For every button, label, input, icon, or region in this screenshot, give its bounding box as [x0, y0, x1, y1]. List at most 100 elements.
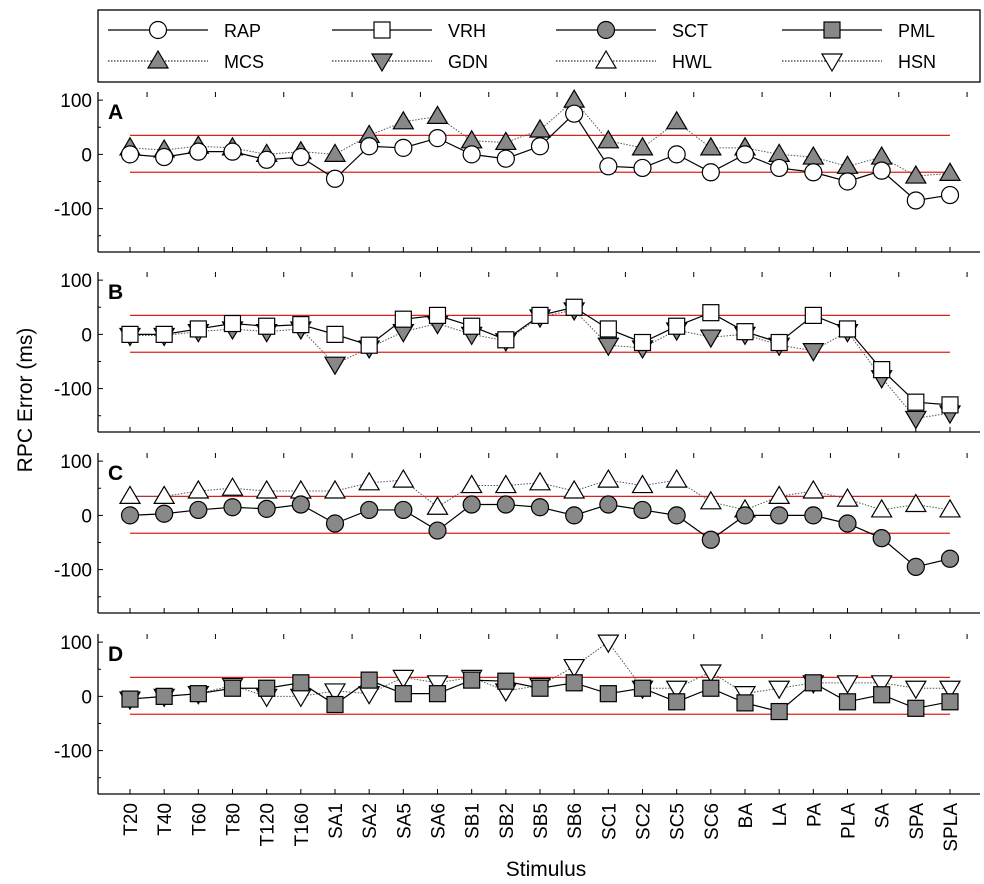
point-rap-sc6: [701, 163, 720, 182]
x-tick-label-sc6: SC6: [702, 803, 723, 840]
point-hwl-t160: [289, 479, 312, 499]
x-tick-label-sb1: SB1: [463, 803, 484, 839]
point-sct-t60: [189, 500, 208, 520]
point-pml-sa: [873, 686, 891, 704]
legend-marker-mcs: [146, 49, 170, 69]
point-hsn-sa6: [426, 675, 449, 694]
point-rap-sb6: [565, 104, 584, 123]
x-tick-label-t160: T160: [292, 803, 313, 846]
point-pml-la: [770, 702, 788, 721]
point-mcs-sc5: [665, 110, 688, 130]
point-sct-spa: [906, 557, 925, 576]
point-vrh-pla: [838, 320, 857, 338]
point-hwl-sb1: [460, 474, 483, 494]
point-vrh-spa: [907, 393, 925, 411]
point-vrh-sa6: [428, 306, 447, 324]
y-tick-label: -100: [54, 200, 92, 221]
legend-label-hsn: HSN: [898, 52, 936, 72]
point-vrh-t80: [223, 314, 242, 333]
point-pml-t120: [258, 679, 276, 697]
point-sct-sa5: [394, 500, 413, 520]
point-sct-sc5: [667, 506, 686, 525]
point-sct-t120: [257, 499, 276, 518]
point-mcs-sb5: [528, 118, 552, 138]
point-rap-sc5: [667, 145, 686, 164]
x-tick-label-t40: T40: [155, 803, 176, 836]
point-hwl-t40: [153, 485, 176, 504]
point-pml-sb5: [531, 679, 549, 697]
point-sct-sa: [872, 529, 891, 548]
point-hwl-t120: [255, 479, 278, 499]
point-hsn-la: [768, 680, 791, 700]
point-rap-sb2: [496, 149, 515, 168]
point-hwl-sc5: [665, 468, 688, 488]
point-vrh-t160: [292, 316, 310, 334]
point-vrh-t40: [155, 325, 173, 343]
x-tick-label-pa: PA: [804, 803, 825, 827]
point-rap-sa: [872, 161, 891, 180]
point-pml-sa1: [326, 695, 344, 714]
point-rap-t60: [189, 142, 208, 161]
point-sct-sb1: [462, 495, 481, 514]
point-gdn-spa: [904, 410, 927, 430]
point-sct-t80: [223, 498, 242, 517]
legend-marker-hsn: [820, 53, 844, 73]
point-hwl-la: [768, 485, 791, 504]
point-mcs-sb1: [460, 129, 483, 149]
point-hsn-sa1: [323, 683, 347, 703]
point-rap-sa5: [394, 138, 413, 157]
panel-label: B: [108, 281, 123, 304]
point-mcs-sa5: [392, 110, 415, 130]
point-rap-la: [770, 158, 789, 178]
point-vrh-pa: [804, 306, 822, 324]
legend-marker-gdn: [370, 53, 394, 73]
point-gdn-sa1: [323, 356, 347, 376]
point-vrh-sb1: [463, 317, 481, 335]
legend-label-rap: RAP: [224, 21, 261, 41]
x-tick-label-sc5: SC5: [668, 803, 689, 840]
x-tick-label-la: LA: [770, 803, 791, 827]
point-mcs-pla: [836, 155, 859, 174]
point-rap-sa1: [325, 169, 345, 188]
point-sct-t160: [291, 495, 310, 514]
panel-b: 100 0 -100 B: [54, 271, 980, 433]
point-pml-pa: [804, 674, 822, 692]
point-pml-sa5: [394, 685, 412, 703]
point-hwl-sa1: [323, 479, 347, 499]
legend-label-mcs: MCS: [224, 52, 264, 72]
point-mcs-sa: [870, 145, 893, 165]
point-rap-sc1: [599, 157, 618, 176]
point-sct-sa2: [360, 500, 379, 520]
point-pml-pla: [838, 693, 857, 711]
point-rap-t120: [257, 150, 276, 169]
point-vrh-t60: [189, 320, 207, 338]
x-tick-label-t120: T120: [258, 803, 279, 846]
point-sct-spla: [940, 549, 960, 568]
point-hwl-sa6: [426, 496, 449, 515]
x-tick-label-spa: SPA: [907, 803, 928, 840]
panel-label: C: [108, 462, 123, 485]
point-hsn-sa: [870, 675, 893, 694]
x-tick-label-sb2: SB2: [497, 803, 518, 839]
point-hwl-sa5: [392, 468, 415, 488]
point-mcs-sb2: [494, 131, 517, 151]
panel-d: 100 0 -100 D: [54, 633, 980, 795]
panel-a: 100 0 -100 A: [54, 88, 980, 253]
point-pml-sa6: [428, 685, 447, 703]
point-sct-sa6: [428, 521, 447, 540]
point-sct-sc1: [599, 495, 618, 514]
point-pml-sc6: [702, 679, 720, 697]
point-hsn-sc5: [665, 680, 688, 700]
point-gdn-pa: [802, 343, 825, 362]
point-hwl-sc2: [631, 474, 654, 494]
y-tick-label: 0: [81, 506, 92, 527]
x-tick-label-pla: PLA: [839, 803, 860, 839]
point-pml-t160: [292, 674, 310, 692]
point-vrh-la: [770, 333, 788, 352]
point-vrh-ba: [736, 323, 754, 341]
point-hwl-sb6: [563, 479, 586, 499]
point-rap-pa: [804, 163, 823, 182]
point-mcs-la: [768, 143, 791, 162]
point-hwl-sc1: [597, 468, 620, 488]
